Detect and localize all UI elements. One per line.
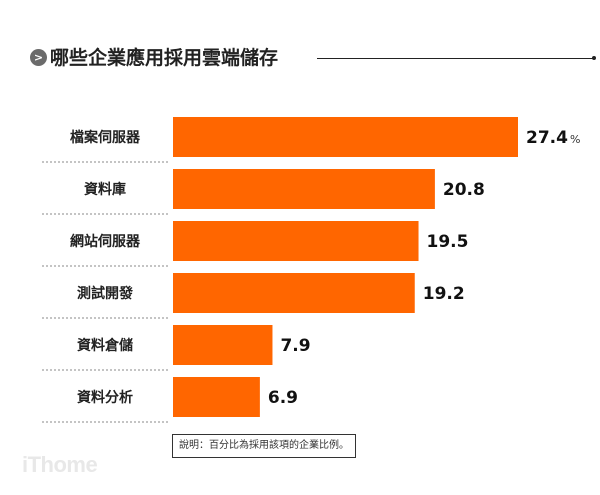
category-label: 資料倉儲 — [77, 337, 133, 354]
category-label: 檔案伺服器 — [70, 129, 141, 146]
chart-title-area: > 哪些企業應用採用雲端儲存 — [30, 44, 596, 74]
ithome-logo: iThome — [22, 452, 98, 477]
chevron-right-icon: > — [30, 49, 47, 66]
unit-label: % — [570, 133, 580, 146]
category-label: 網站伺服器 — [70, 233, 141, 250]
value-label: 19.5 — [427, 232, 469, 252]
bar — [173, 117, 518, 157]
value-label: 19.2 — [423, 284, 465, 304]
category-label: 資料分析 — [77, 389, 133, 406]
chart-title: 哪些企業應用採用雲端儲存 — [50, 47, 279, 69]
value-label: 20.8 — [443, 180, 485, 200]
value-label: 27.4 — [526, 128, 568, 148]
category-label: 測試開發 — [77, 285, 134, 302]
bar — [173, 273, 415, 313]
value-label: 6.9 — [268, 388, 298, 408]
bar — [173, 169, 435, 209]
title-rule — [317, 58, 593, 59]
bar — [173, 325, 273, 365]
chart-note: 說明：百分比為採用該項的企業比例。 — [172, 434, 356, 458]
bar — [173, 221, 419, 261]
category-label: 資料庫 — [84, 181, 126, 198]
bar — [173, 377, 260, 417]
value-label: 7.9 — [280, 336, 310, 356]
title-rule-dot — [592, 56, 596, 60]
